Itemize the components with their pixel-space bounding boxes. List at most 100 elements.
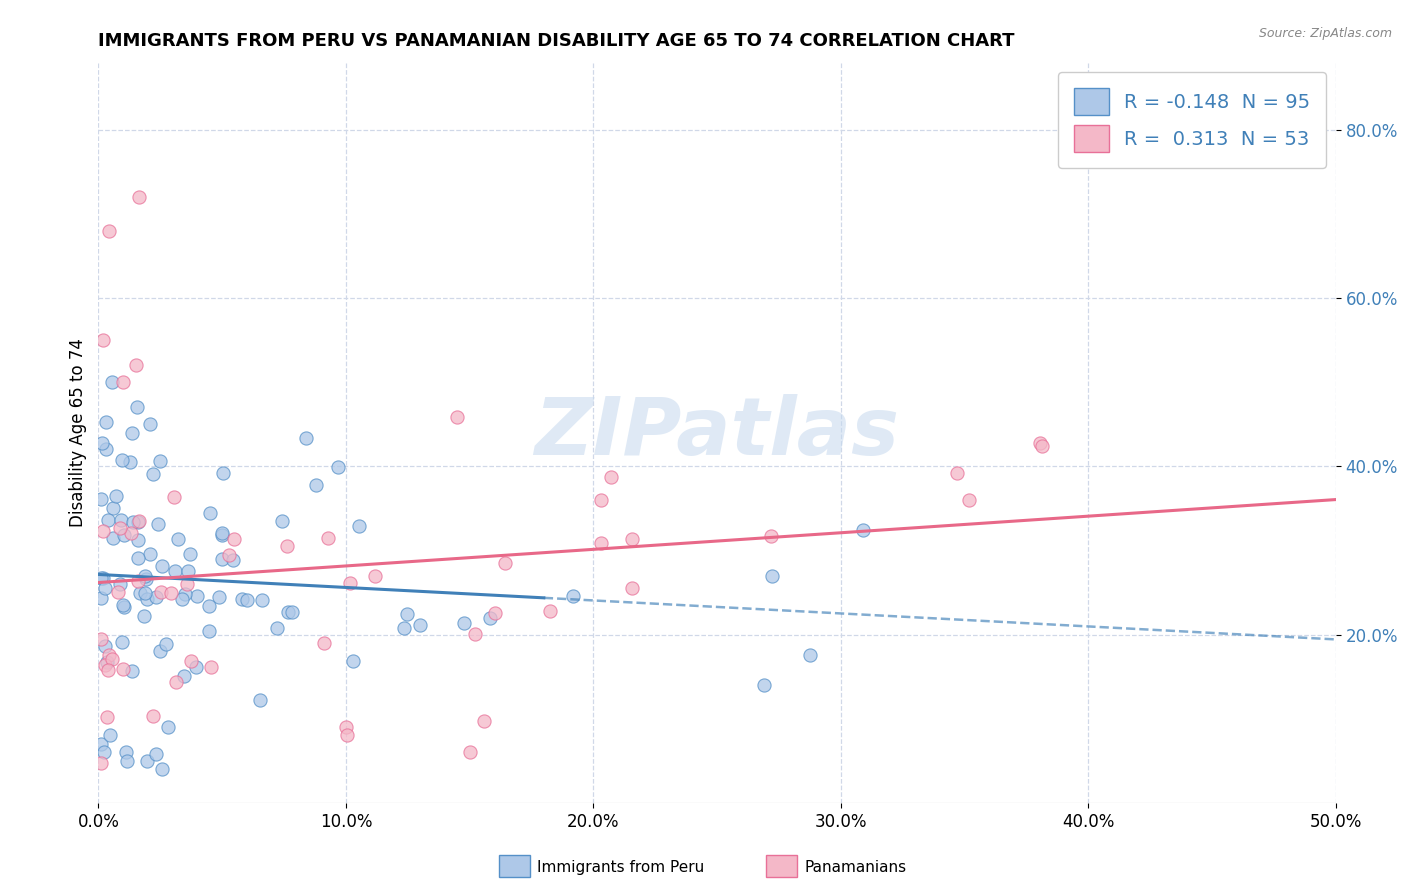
Point bbox=[134, 586, 156, 600]
Point bbox=[276, 540, 298, 554]
Point bbox=[100, 375, 122, 389]
Point bbox=[96, 655, 118, 669]
Point bbox=[125, 401, 148, 415]
Point bbox=[211, 466, 233, 480]
Point bbox=[599, 470, 621, 484]
Point bbox=[127, 574, 149, 588]
Y-axis label: Disability Age 65 to 74: Disability Age 65 to 74 bbox=[69, 338, 87, 527]
Point bbox=[120, 526, 142, 541]
Point bbox=[472, 714, 495, 728]
Point bbox=[134, 608, 156, 623]
Point bbox=[94, 442, 117, 457]
Point bbox=[165, 675, 187, 690]
Point bbox=[364, 569, 387, 583]
Point bbox=[754, 678, 776, 692]
Point bbox=[145, 747, 167, 761]
Point bbox=[91, 572, 114, 586]
Text: ZIPatlas: ZIPatlas bbox=[534, 393, 900, 472]
Point bbox=[484, 606, 506, 620]
Point bbox=[494, 556, 516, 570]
Point bbox=[761, 569, 783, 583]
Point bbox=[166, 533, 188, 547]
Point bbox=[90, 737, 112, 751]
Point bbox=[163, 490, 186, 504]
Point bbox=[105, 489, 128, 503]
Point bbox=[128, 190, 150, 204]
Point bbox=[157, 720, 180, 734]
Point bbox=[266, 621, 288, 635]
Point bbox=[98, 648, 121, 663]
Point bbox=[339, 575, 361, 590]
Point bbox=[90, 591, 112, 605]
Point bbox=[946, 467, 969, 481]
Point bbox=[620, 532, 643, 546]
Point bbox=[211, 525, 233, 540]
Point bbox=[111, 375, 134, 389]
Point bbox=[135, 572, 157, 586]
Point bbox=[236, 592, 259, 607]
Point bbox=[347, 518, 370, 533]
Point bbox=[94, 581, 117, 595]
Point bbox=[94, 415, 117, 429]
Point bbox=[90, 492, 112, 507]
Point bbox=[335, 720, 357, 734]
Point bbox=[148, 516, 170, 531]
Point bbox=[211, 528, 233, 542]
Point bbox=[270, 514, 292, 528]
Point bbox=[111, 453, 134, 467]
Point bbox=[135, 591, 157, 606]
Point bbox=[145, 590, 167, 604]
Point bbox=[108, 577, 131, 591]
Point bbox=[111, 634, 134, 648]
Point bbox=[112, 662, 135, 676]
Point bbox=[138, 547, 160, 561]
Point bbox=[200, 660, 222, 674]
Point bbox=[453, 615, 475, 630]
Point bbox=[142, 467, 165, 482]
Point bbox=[198, 624, 221, 639]
Point bbox=[172, 592, 194, 607]
Point bbox=[98, 224, 121, 238]
Point bbox=[112, 599, 135, 614]
Point bbox=[176, 577, 198, 591]
Point bbox=[305, 478, 328, 492]
Point bbox=[112, 599, 135, 613]
Point bbox=[121, 664, 143, 678]
Point bbox=[94, 640, 117, 654]
Point bbox=[90, 756, 112, 771]
Point bbox=[150, 585, 173, 599]
Point bbox=[93, 524, 115, 539]
Point bbox=[179, 547, 201, 561]
Point bbox=[180, 654, 202, 668]
Point bbox=[125, 359, 148, 373]
Point bbox=[101, 531, 124, 545]
Point bbox=[159, 586, 181, 600]
Legend: R = -0.148  N = 95, R =  0.313  N = 53: R = -0.148 N = 95, R = 0.313 N = 53 bbox=[1059, 72, 1326, 168]
Point bbox=[250, 593, 273, 607]
Point bbox=[222, 553, 245, 567]
Point bbox=[150, 762, 173, 776]
Point bbox=[1029, 435, 1052, 450]
Point bbox=[218, 548, 240, 562]
Point bbox=[959, 493, 981, 508]
Point bbox=[478, 610, 501, 624]
Point bbox=[155, 637, 177, 651]
Point bbox=[446, 409, 468, 424]
Point bbox=[852, 523, 875, 537]
Point bbox=[589, 535, 612, 549]
Point bbox=[224, 532, 246, 546]
Point bbox=[93, 745, 115, 759]
Point bbox=[115, 745, 138, 759]
Point bbox=[173, 668, 195, 682]
Point bbox=[121, 425, 143, 440]
Point bbox=[101, 652, 124, 666]
Point bbox=[163, 564, 186, 578]
Point bbox=[174, 587, 197, 601]
Point bbox=[127, 550, 149, 565]
Point bbox=[98, 729, 121, 743]
Point bbox=[328, 460, 350, 475]
Point bbox=[409, 617, 432, 632]
Point bbox=[198, 599, 221, 613]
Text: Source: ZipAtlas.com: Source: ZipAtlas.com bbox=[1258, 27, 1392, 40]
Point bbox=[91, 436, 114, 450]
